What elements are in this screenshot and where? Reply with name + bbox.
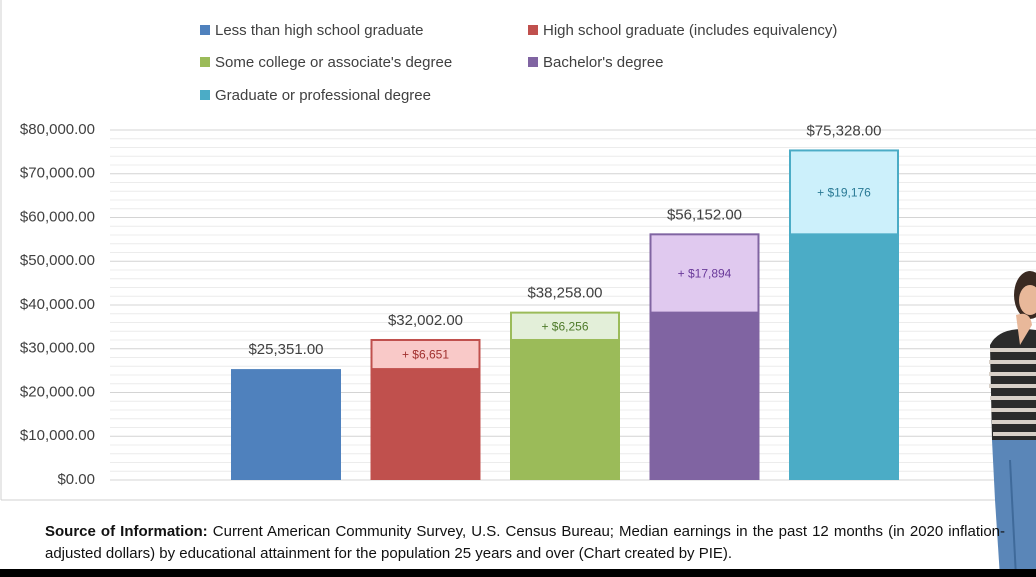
person-illustration: [989, 271, 1036, 577]
y-tick-label: $70,000.00: [20, 165, 95, 182]
source-label: Source of Information:: [45, 523, 208, 540]
legend-swatch: [528, 25, 538, 35]
legend-label: High school graduate (includes equivalen…: [543, 22, 837, 39]
bar-base: [510, 339, 620, 480]
increment-label: + $6,651: [402, 348, 449, 362]
total-label: $56,152.00: [667, 206, 742, 223]
bar-increment: [789, 149, 899, 236]
bottom-bar: [0, 569, 1036, 577]
increment-label: + $17,894: [678, 267, 732, 281]
legend-swatch: [200, 25, 210, 35]
bar-increment: [510, 311, 620, 341]
legend-label: Some college or associate's degree: [215, 54, 452, 71]
legend-label: Bachelor's degree: [543, 54, 663, 71]
bar-base: [649, 312, 760, 480]
legend-swatch: [200, 90, 210, 100]
y-tick-label: $20,000.00: [20, 383, 95, 400]
legend-swatch: [200, 57, 210, 67]
bar-increment: [370, 338, 481, 371]
legend-swatch: [528, 57, 538, 67]
source-text: Current American Community Survey, U.S. …: [45, 523, 1006, 562]
legend-label: Less than high school graduate: [215, 22, 423, 39]
y-tick-label: $0.00: [57, 471, 95, 488]
y-tick-label: $40,000.00: [20, 296, 95, 313]
y-tick-label: $50,000.00: [20, 252, 95, 269]
increment-label: + $19,176: [817, 186, 871, 200]
bar-base: [231, 369, 341, 480]
y-tick-label: $10,000.00: [20, 427, 95, 444]
y-tick-label: $80,000.00: [20, 121, 95, 138]
total-label: $32,002.00: [388, 312, 463, 329]
bar-increment: [649, 233, 760, 314]
total-label: $25,351.00: [248, 341, 323, 358]
y-tick-label: $60,000.00: [20, 208, 95, 225]
total-label: $75,328.00: [806, 122, 881, 139]
bar-base: [789, 234, 899, 480]
source-note: Source of Information: Current American …: [45, 521, 1005, 565]
increment-label: + $6,256: [541, 319, 588, 333]
total-label: $38,258.00: [527, 285, 602, 302]
y-tick-label: $30,000.00: [20, 340, 95, 357]
legend-label: Graduate or professional degree: [215, 87, 431, 104]
bar-base: [370, 369, 481, 480]
